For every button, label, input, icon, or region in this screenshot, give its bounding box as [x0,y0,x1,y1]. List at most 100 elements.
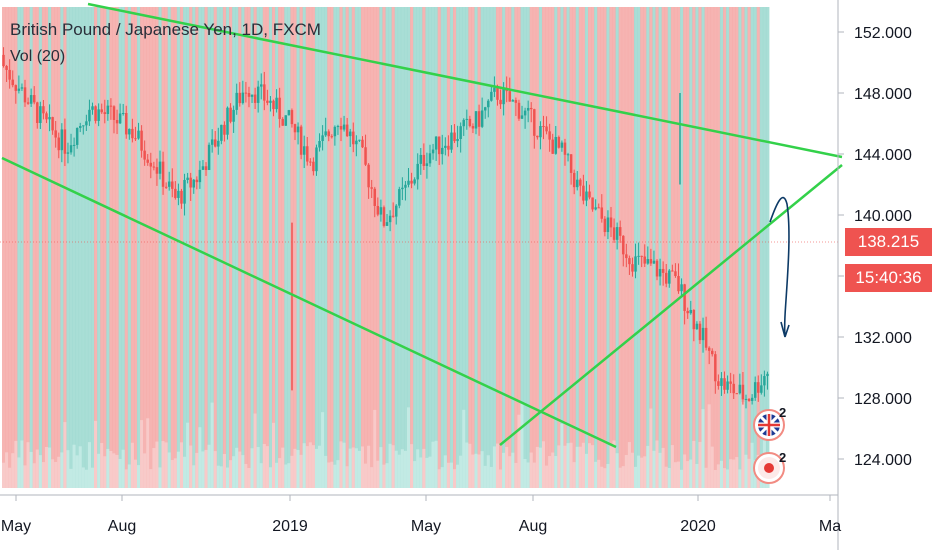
volume-bar [161,441,165,488]
volume-bar [692,440,696,488]
candle-body [615,227,619,240]
uk-flag-icon[interactable]: 2 [753,405,786,441]
candle-body [711,350,714,355]
volume-bar [35,449,39,488]
candle-body [385,222,389,226]
candle-body [701,327,705,341]
volume-bar [652,450,656,488]
volume-band [676,7,681,488]
volume-band [296,7,300,488]
volume-bar [219,466,223,488]
candle-body [695,323,699,330]
volume-band [14,7,18,488]
candle-body [588,191,591,198]
candle-body [152,166,156,168]
volume-bar [587,443,592,488]
volume-bar [581,442,585,488]
volume-band [575,7,580,488]
hand-drawn-arrow[interactable] [769,196,790,338]
volume-band [597,7,601,488]
volume-band [78,7,83,488]
volume-bar [195,452,199,488]
volume-bar [443,455,447,488]
volume-band [468,7,472,488]
trendlines[interactable] [1,2,843,449]
candle-body [309,161,312,163]
volume-band [722,7,727,488]
candle-body [631,264,634,272]
volume-band [186,7,190,488]
volume-band [403,7,408,488]
volume-band [489,7,494,488]
volume-band [465,7,469,488]
volume-band [299,7,304,488]
volume-bar [532,462,536,488]
candle-body [275,97,278,110]
volume-bar [84,469,88,488]
candle-body [434,136,438,150]
volume-band [382,7,386,488]
volume-bar [75,455,79,488]
volume-band [51,7,55,488]
candle-body [407,180,410,185]
candle-body [462,119,465,127]
volume-band [216,7,221,488]
candle-body [606,217,610,233]
volume-bar [615,453,619,488]
candle-body [97,109,100,121]
candle-body [195,179,199,183]
price-tick-label: 140.000 [854,208,912,225]
volume-band [376,7,380,488]
candle-body [339,126,343,130]
volume-band [130,7,135,488]
volume-band [342,7,347,488]
candle-body [79,126,82,129]
volume-band [692,7,696,488]
volume-band [698,7,702,488]
candle-body [134,138,137,140]
volume-bar [643,456,647,488]
candle-body [367,164,370,188]
candle-body [533,109,536,136]
volume-band [66,7,70,488]
volume-band [69,7,73,488]
candle-body [391,215,395,217]
red-dot-event-icon[interactable]: 2 [753,450,786,484]
volume-bar [379,447,383,488]
volume-indicator-label[interactable]: Vol (20) [10,48,66,65]
volume-band [707,7,712,488]
volume-bar [78,446,82,488]
symbol-title[interactable]: British Pound / Japanese Yen, 1D, FXCM [10,20,321,39]
volume-band [219,7,224,488]
candle-body [542,126,545,128]
trendline-lower-falling[interactable] [1,156,617,449]
volume-band [23,7,27,488]
volume-band [385,7,389,488]
volume-band [140,7,144,488]
volume-band [686,7,690,488]
volume-bar [535,446,539,488]
volume-band [649,7,653,488]
candle-body [174,188,177,198]
volume-band [492,7,497,488]
volume-bar [597,459,601,488]
volume-band [278,7,282,488]
volume-bar [183,456,187,488]
volume-band [388,7,393,488]
candle-body [741,384,745,400]
candle-body [5,66,8,70]
volume-bar [149,469,153,488]
volume-band [318,7,322,488]
volume-bar [314,448,319,488]
trendline-rising[interactable] [499,164,843,446]
volume-bar [103,456,107,488]
volume-band [762,7,767,488]
candle-body [238,92,242,104]
trendline-upper-falling[interactable] [87,2,843,159]
time-axis[interactable]: May Aug 2019 May Aug 2020 Ma [1,495,841,535]
volume-band [566,7,570,488]
volume-band [100,7,104,488]
volume-band [143,7,147,488]
volume-bar [624,455,628,488]
